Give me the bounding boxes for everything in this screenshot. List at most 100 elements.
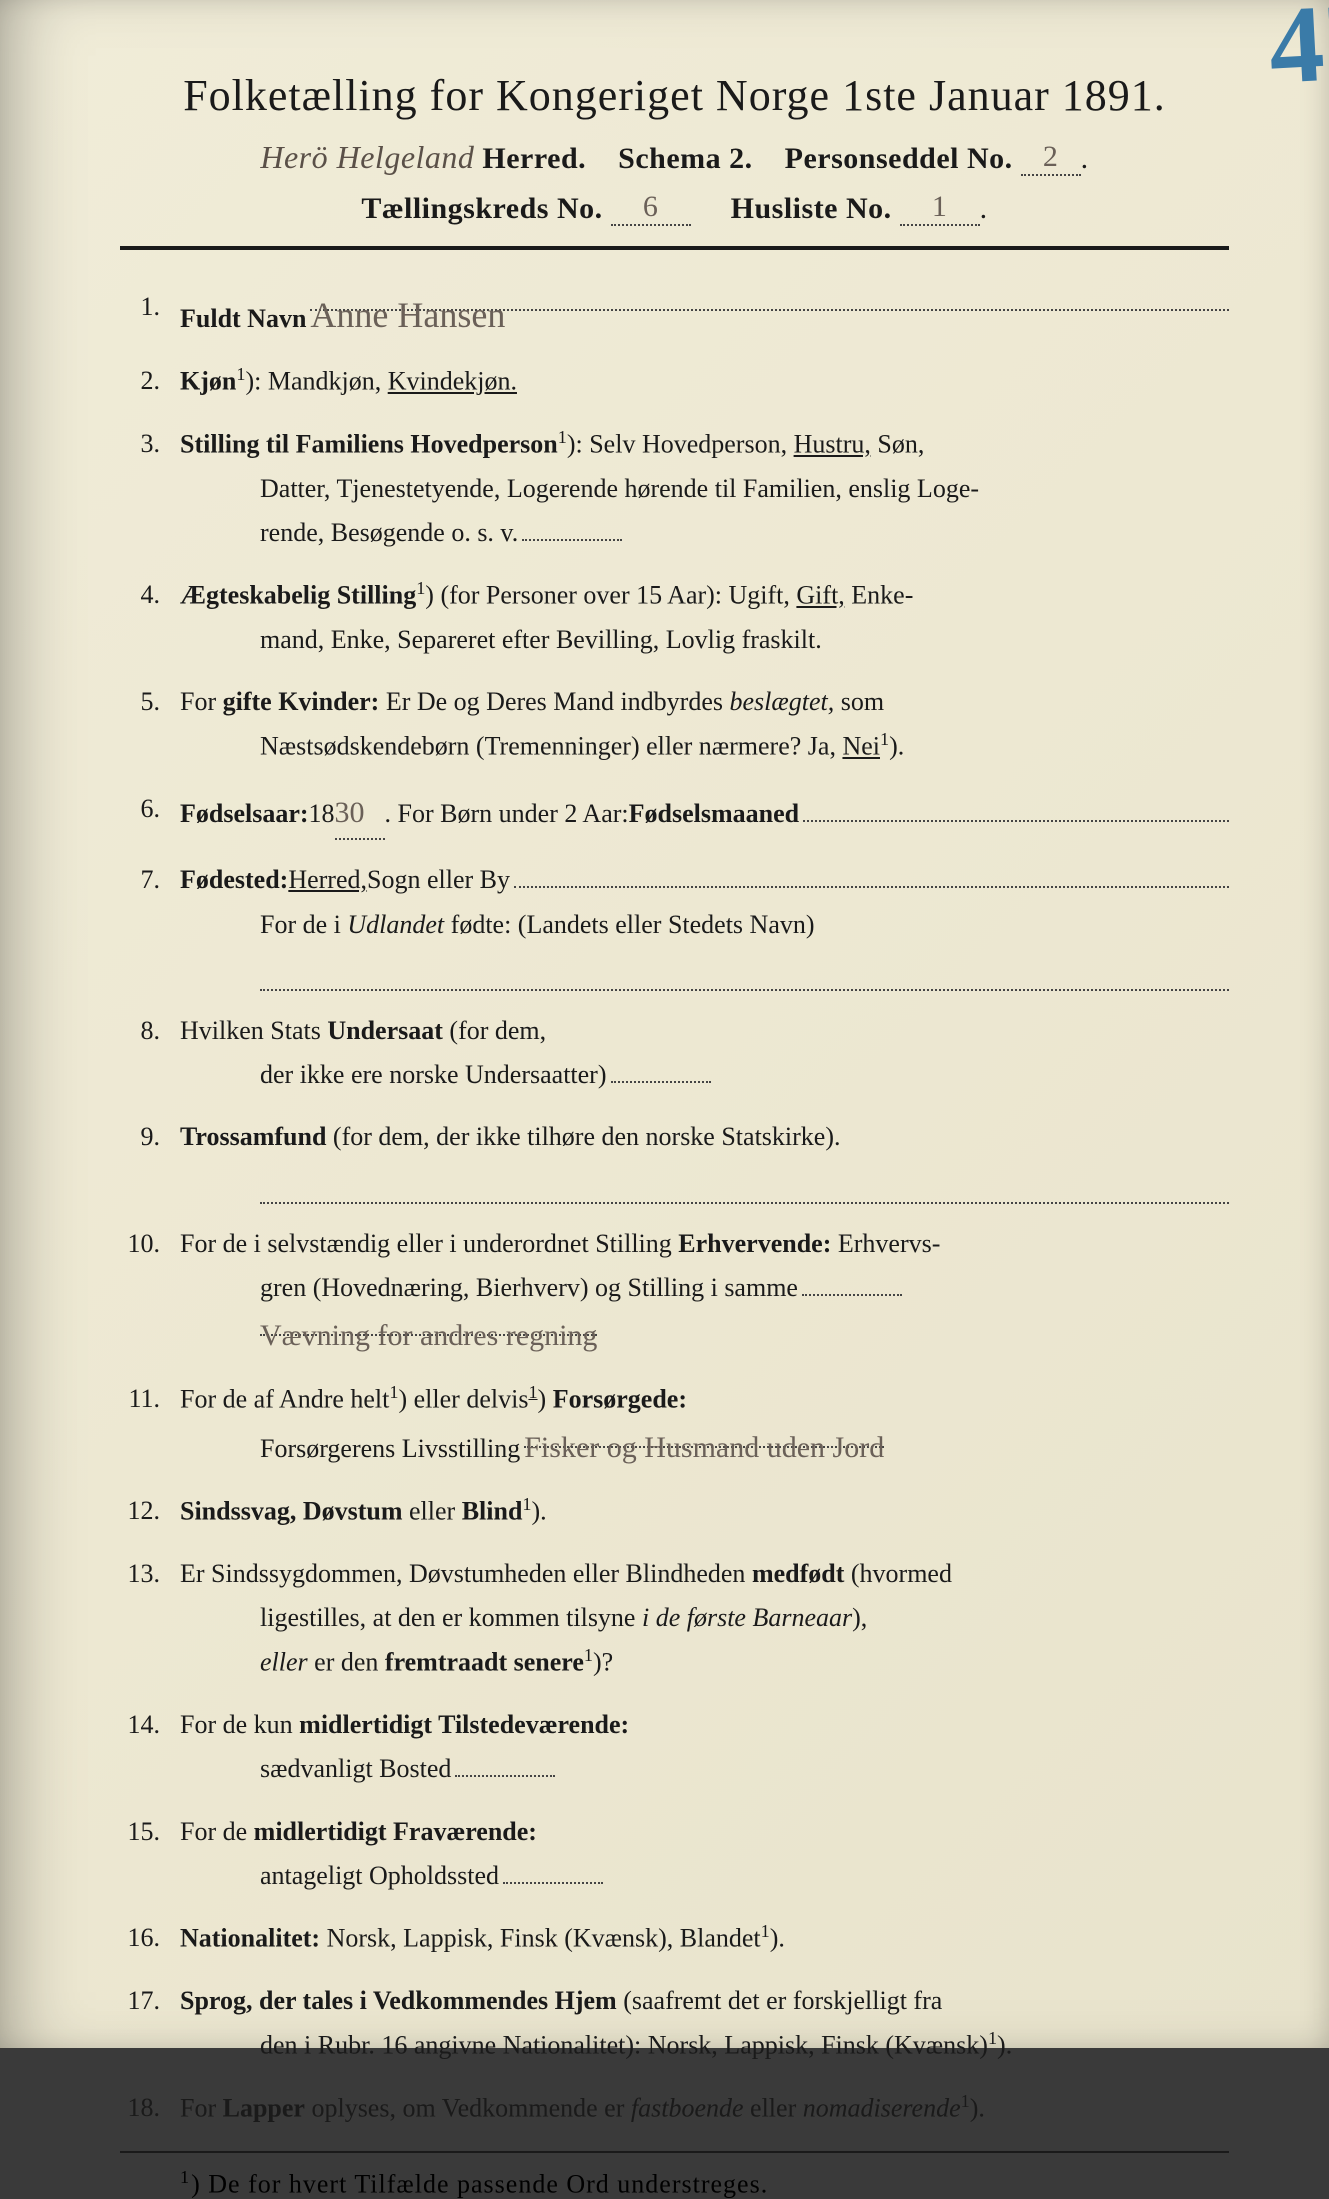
item-num: 16. — [120, 1916, 180, 1961]
item-num: 2. — [120, 359, 180, 404]
herred-handwritten: Herö Helgeland — [260, 139, 474, 175]
item-8: 8. Hvilken Stats Undersaat (for dem, der… — [120, 1009, 1229, 1097]
item-2: 2. Kjøn1): Mandkjøn, Kvindekjøn. — [120, 359, 1229, 404]
item-label: Blind — [462, 1497, 523, 1526]
item-label: midlertidigt Fraværende: — [254, 1817, 537, 1846]
item-label: Fødselsaar: — [180, 792, 309, 836]
continuation: ligestilles, at den er kommen tilsyne — [260, 1603, 642, 1632]
continuation: Forsørgerens Livsstilling — [260, 1434, 520, 1463]
item-num: 18. — [120, 2086, 180, 2131]
item-num: 7. — [120, 858, 180, 991]
item-text: som — [834, 687, 884, 716]
sup: 1 — [961, 2091, 970, 2111]
item-text: . For Børn under 2 Aar: — [385, 792, 629, 836]
item-10: 10. For de i selvstændig eller i underor… — [120, 1222, 1229, 1360]
page-number-annotation: 47 — [1266, 0, 1329, 110]
selected-value: Kvindekjøn. — [388, 367, 517, 396]
item-num: 8. — [120, 1009, 180, 1097]
full-name-handwritten: Anne Hansen — [310, 295, 505, 335]
husliste-no: 1 — [932, 190, 948, 223]
form-items: 1. Fuldt Navn Anne Hansen 2. Kjøn1): Man… — [120, 285, 1229, 2131]
item-label: Ægteskabelig Stilling — [180, 581, 416, 610]
item-num: 12. — [120, 1489, 180, 1534]
item-text: For de i selvstændig eller i underordnet… — [180, 1229, 678, 1258]
kreds-line: Tællingskreds No. 6 Husliste No. 1. — [120, 190, 1229, 226]
continuation: fødte: (Landets eller Stedets Navn) — [444, 910, 814, 939]
sup: 1 — [416, 578, 425, 598]
continuation: sædvanligt Bosted — [260, 1754, 451, 1783]
item-text: ) eller delvis — [398, 1385, 528, 1414]
item-17: 17. Sprog, der tales i Vedkommendes Hjem… — [120, 1979, 1229, 2068]
italic-text: nomadiserende — [803, 2094, 961, 2123]
sup: 1 — [988, 2028, 997, 2048]
item-label: Sprog, der tales i Vedkommendes Hjem — [180, 1986, 617, 2015]
item-label: Lapper — [223, 2094, 305, 2123]
item-num: 5. — [120, 680, 180, 769]
occupation-handwritten: Vævning for andres regning — [260, 1319, 597, 1352]
selected-value: Nei — [842, 732, 880, 761]
continuation: den i Rubr. 16 angivne Nationalitet): No… — [260, 2031, 988, 2060]
selected-value: Gift, — [796, 581, 844, 610]
italic-text: Udlandet — [347, 910, 444, 939]
item-text: Er Sindssygdommen, Døvstumheden eller Bl… — [180, 1559, 752, 1588]
item-text: ). — [532, 1497, 547, 1526]
item-num: 10. — [120, 1222, 180, 1360]
item-text: (for dem, — [443, 1016, 546, 1045]
header-rule — [120, 246, 1229, 250]
taellingskreds-label: Tællingskreds No. — [361, 192, 602, 225]
item-text: ). — [997, 2031, 1012, 2060]
item-9: 9. Trossamfund (for dem, der ikke tilhør… — [120, 1115, 1229, 1203]
item-label: Stilling til Familiens Hovedperson — [180, 430, 558, 459]
item-text: For de af Andre helt — [180, 1385, 389, 1414]
continuation: Næstsødskendebørn (Tremenninger) eller n… — [260, 732, 842, 761]
item-text: (hvormed — [844, 1559, 952, 1588]
italic-text: i de første Barneaar — [642, 1603, 852, 1632]
item-label: Fuldt Navn — [180, 297, 306, 341]
provider-handwritten: Fisker og Husmand uden Jord — [524, 1431, 884, 1464]
item-label: Kjøn — [180, 367, 236, 396]
item-text: ): Mandkjøn, — [245, 367, 387, 396]
continuation: ), — [852, 1603, 867, 1632]
item-15: 15. For de midlertidigt Fraværende: anta… — [120, 1810, 1229, 1898]
census-form-page: 47 Folketælling for Kongeriget Norge 1st… — [0, 0, 1329, 2048]
item-num: 3. — [120, 422, 180, 555]
item-label: Erhvervende: — [678, 1229, 831, 1258]
continuation: rende, Besøgende o. s. v. — [260, 518, 518, 547]
item-text: For — [180, 2094, 223, 2123]
item-13: 13. Er Sindssygdommen, Døvstumheden elle… — [120, 1552, 1229, 1685]
item-num: 6. — [120, 787, 180, 840]
item-text: ) — [538, 1385, 553, 1414]
italic-text: fastboende — [631, 2094, 744, 2123]
footnote: 1) De for hvert Tilfælde passende Ord un… — [120, 2167, 1229, 2199]
item-label: Fødselsmaaned — [629, 792, 799, 836]
item-text: eller — [403, 1497, 462, 1526]
item-18: 18. For Lapper oplyses, om Vedkommende e… — [120, 2086, 1229, 2131]
item-text: (saafremt det er forskjelligt fra — [617, 1986, 943, 2015]
birth-year: 30 — [335, 796, 365, 829]
item-label: Fødested: — [180, 858, 288, 902]
footnote-sup: 1 — [180, 2167, 191, 2187]
item-7: 7. Fødested: Herred, Sogn eller By For d… — [120, 858, 1229, 991]
sup: 1 — [558, 427, 567, 447]
item-num: 15. — [120, 1810, 180, 1898]
item-label: Sindssvag, Døvstum — [180, 1497, 403, 1526]
item-text: Er De og Deres Mand indbyrdes — [379, 687, 729, 716]
item-1: 1. Fuldt Navn Anne Hansen — [120, 285, 1229, 341]
italic-text: beslægtet, — [730, 687, 835, 716]
item-text: Sogn eller By — [367, 858, 510, 902]
continuation: mand, Enke, Separeret efter Bevilling, L… — [180, 618, 1229, 662]
item-label: Trossamfund — [180, 1122, 326, 1151]
item-label: gifte Kvinder: — [223, 687, 380, 716]
item-text: oplyses, om Vedkommende er — [305, 2094, 631, 2123]
form-header: Folketælling for Kongeriget Norge 1ste J… — [120, 70, 1229, 226]
item-num: 13. — [120, 1552, 180, 1685]
item-text: For de kun — [180, 1710, 299, 1739]
continuation: antageligt Opholdssted — [260, 1861, 499, 1890]
item-num: 11. — [120, 1377, 180, 1471]
item-12: 12. Sindssvag, Døvstum eller Blind1). — [120, 1489, 1229, 1534]
item-label: Forsørgede: — [553, 1385, 687, 1414]
item-text: ). — [770, 1924, 785, 1953]
continuation: gren (Hovednæring, Bierhverv) og Stillin… — [260, 1273, 798, 1302]
taellingskreds-no: 6 — [643, 190, 659, 223]
item-text: ). — [970, 2094, 985, 2123]
